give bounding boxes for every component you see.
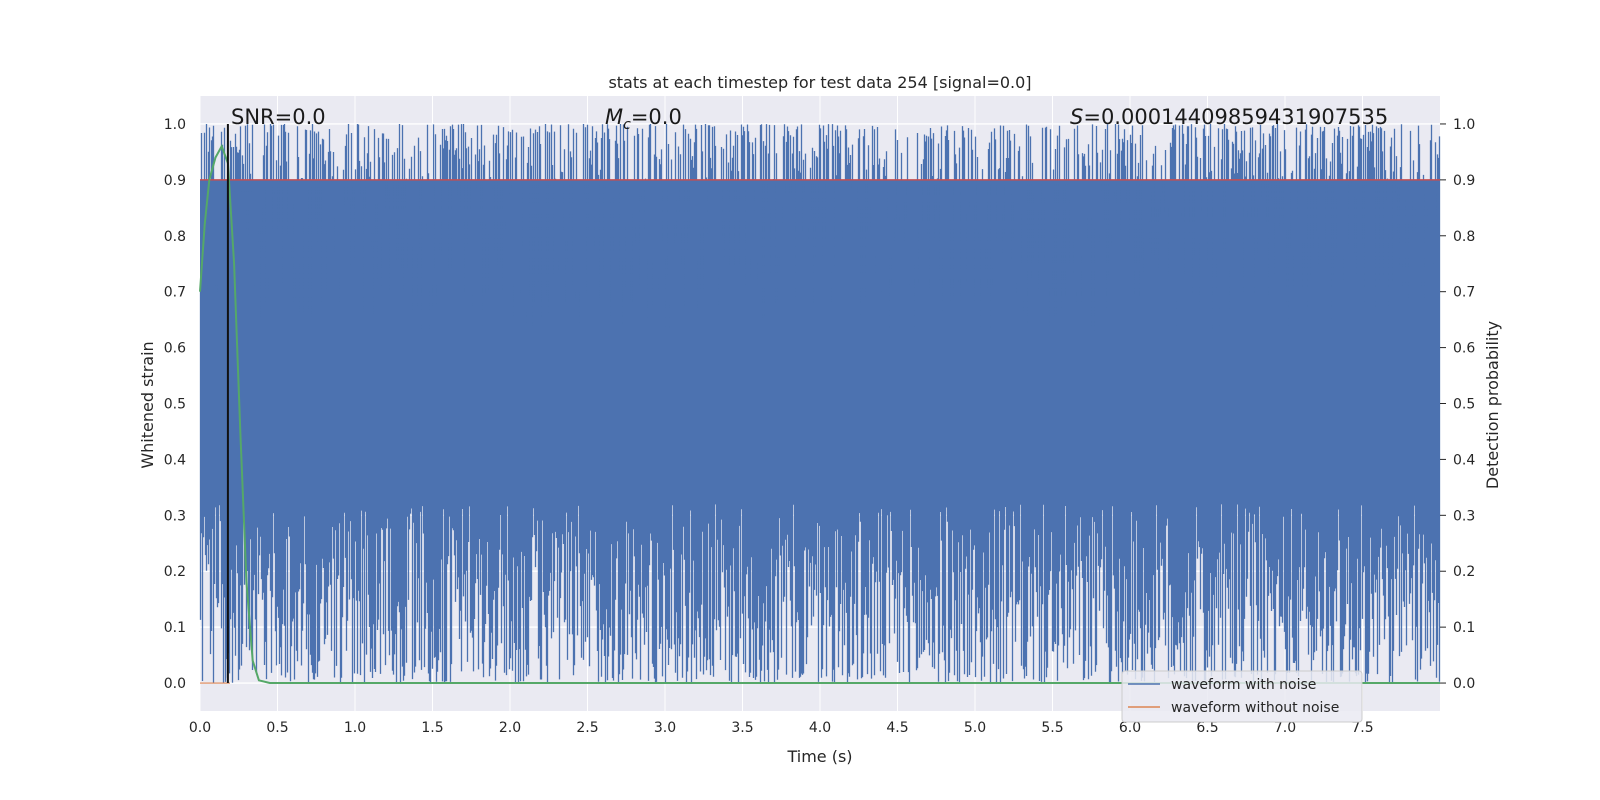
legend-label-clean: waveform without noise <box>1171 700 1339 716</box>
x-tick-label: 3.5 <box>731 720 753 736</box>
y-tick-label-right: 0.4 <box>1453 452 1475 468</box>
y-tick-label-right: 0.1 <box>1453 620 1475 636</box>
legend-label-noise: waveform with noise <box>1171 677 1316 693</box>
x-tick-label: 2.5 <box>576 720 598 736</box>
y-tick-label-right: 0.0 <box>1453 676 1475 692</box>
y-tick-label-right: 0.7 <box>1453 285 1475 301</box>
y-ticks-left: 0.0 0.1 0.2 0.3 0.4 0.5 0.6 0.7 0.8 0.9 1.0 <box>164 117 186 692</box>
y-tick-label-right: 0.9 <box>1453 173 1475 189</box>
y-tick-label-right: 0.2 <box>1453 564 1475 580</box>
y-tick-label-right: 0.5 <box>1453 397 1475 413</box>
x-tick-label: 6.0 <box>1119 720 1141 736</box>
y-tick-label-right: 1.0 <box>1453 117 1475 133</box>
y-tick-label-left: 0.8 <box>164 229 186 245</box>
x-tick-label: 4.0 <box>809 720 831 736</box>
legend: waveform with noise waveform without noi… <box>1121 670 1363 723</box>
y-tick-label-left: 0.3 <box>164 508 186 524</box>
x-axis-label: Time (s) <box>786 747 852 766</box>
y-tick-label-left: 0.6 <box>164 341 186 357</box>
x-tick-label: 2.0 <box>499 720 521 736</box>
x-tick-label: 5.5 <box>1041 720 1063 736</box>
y-tick-label-right: 0.3 <box>1453 508 1475 524</box>
y-tick-label-left: 0.4 <box>164 452 186 468</box>
x-tick-label: 0.5 <box>266 720 288 736</box>
y-tick-label-left: 0.1 <box>164 620 186 636</box>
x-tick-label: 1.0 <box>344 720 366 736</box>
chart-title: stats at each timestep for test data 254… <box>608 73 1031 92</box>
x-tick-label: 4.5 <box>886 720 908 736</box>
legend-box <box>1121 670 1363 723</box>
annotation-mc: Mc=0.0 <box>605 105 682 133</box>
noise-strokes <box>199 124 1441 683</box>
x-tick-label: 3.0 <box>654 720 676 736</box>
x-ticks: 0.0 0.5 1.0 1.5 2.0 2.5 3.0 3.5 4.0 4.5 5.0 5.5 6.0 6… <box>189 720 1374 736</box>
y-tick-label-left: 0.7 <box>164 285 186 301</box>
y-ticks-right: 0.0 0.1 0.2 0.3 0.4 0.5 0.6 0.7 0.8 0.9 1.0 <box>1440 117 1475 692</box>
y-axis-label-left: Whitened strain <box>138 341 157 468</box>
y-tick-label-left: 0.5 <box>164 397 186 413</box>
annotation-s: S=0.00014409859431907535 <box>1070 105 1388 129</box>
x-tick-label: 0.0 <box>189 720 211 736</box>
y-tick-label-left: 0.2 <box>164 564 186 580</box>
x-tick-label: 1.5 <box>421 720 443 736</box>
x-tick-label: 7.0 <box>1274 720 1296 736</box>
detection-probability-line <box>199 143 1440 684</box>
x-tick-label: 6.5 <box>1196 720 1218 736</box>
y-tick-label-right: 0.8 <box>1453 229 1475 245</box>
annotation-snr: SNR=0.0 <box>231 105 326 129</box>
y-axis-label-right: Detection probability <box>1483 321 1502 489</box>
y-tick-label-left: 0.0 <box>164 676 186 692</box>
series-waveform-with-noise <box>199 124 1441 683</box>
y-tick-label-left: 1.0 <box>164 117 186 133</box>
x-tick-label: 5.0 <box>964 720 986 736</box>
y-tick-label-right: 0.6 <box>1453 341 1475 357</box>
y-tick-label-left: 0.9 <box>164 173 186 189</box>
x-tick-label: 7.5 <box>1351 720 1373 736</box>
